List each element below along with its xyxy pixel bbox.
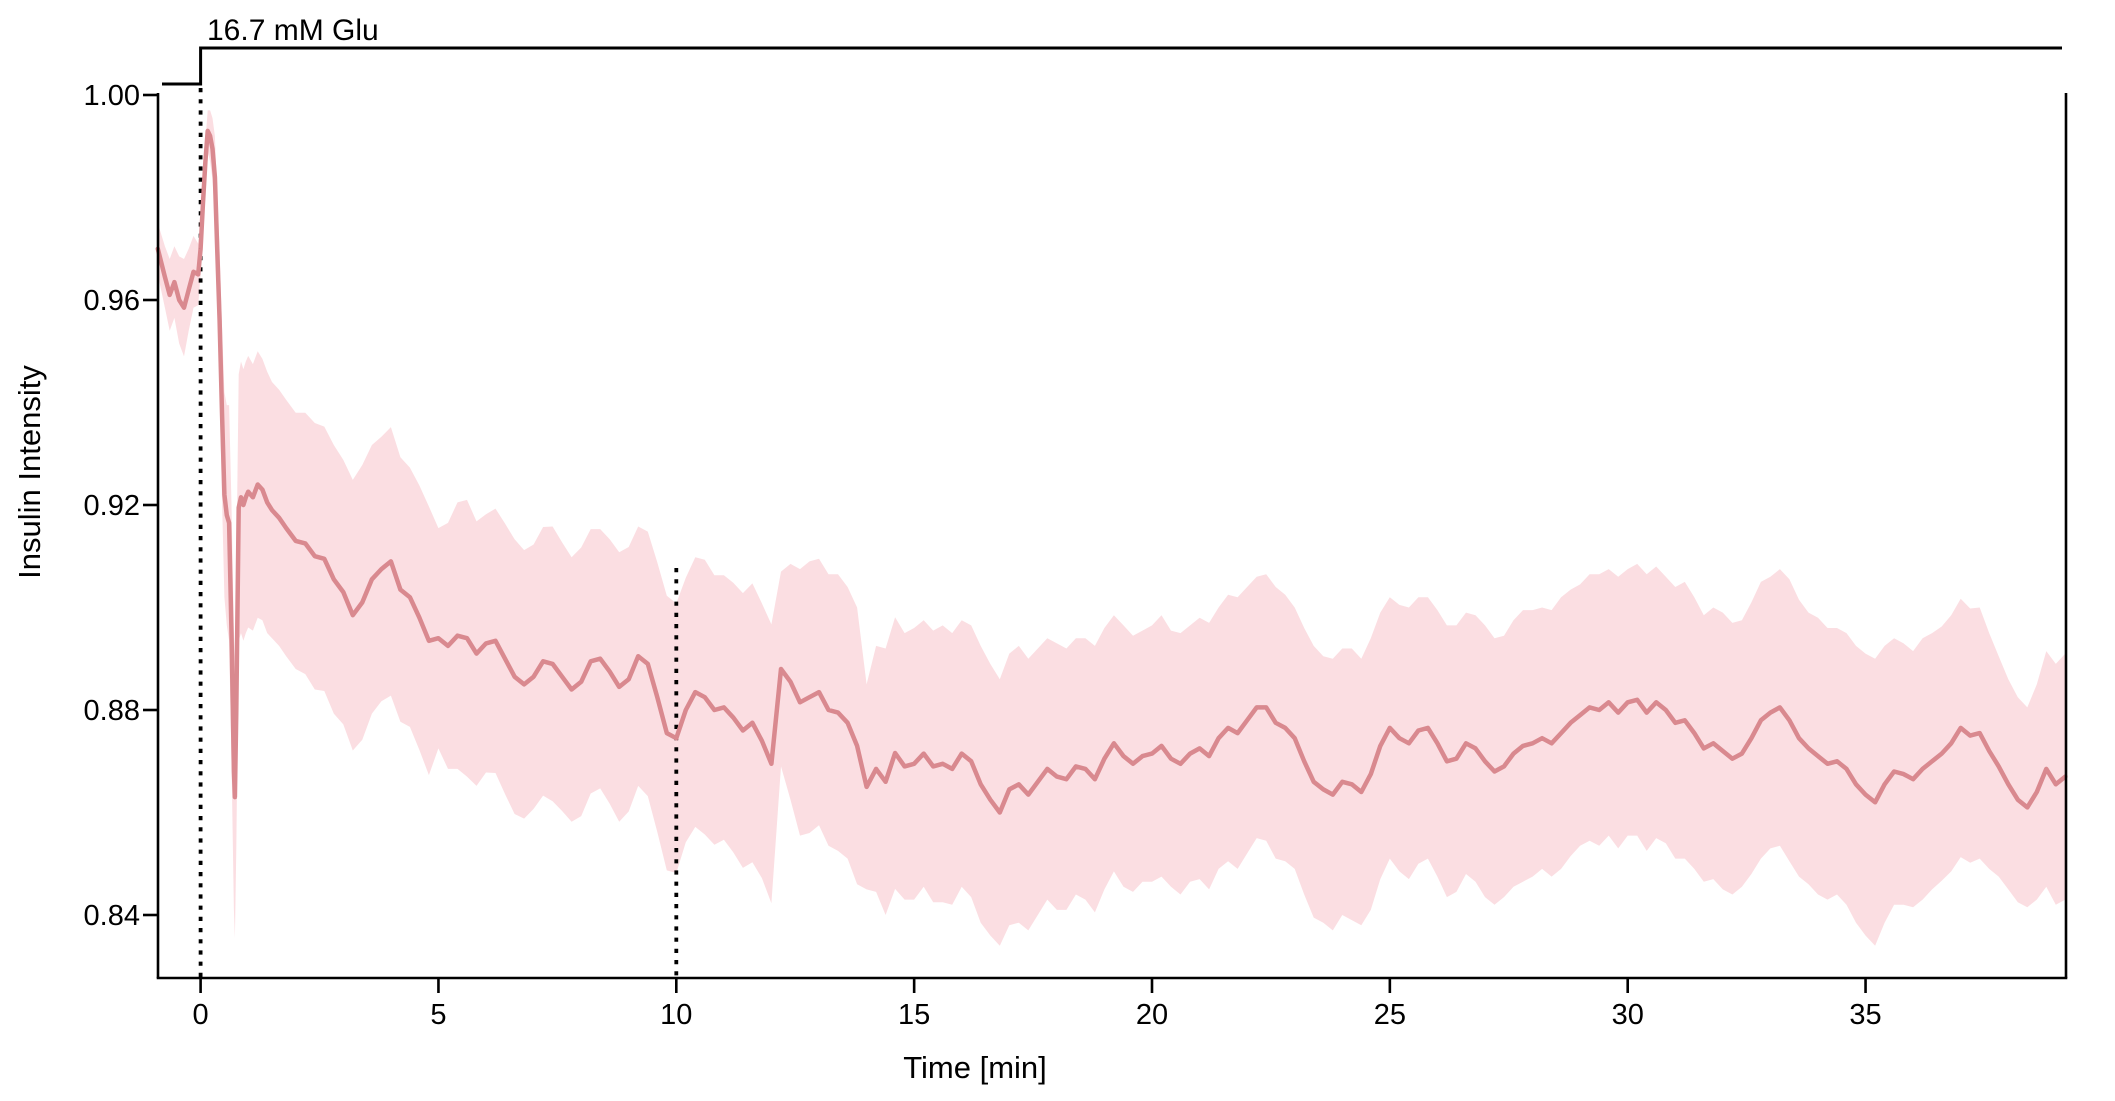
- x-tick-label: 30: [1612, 999, 1644, 1031]
- y-tick-label: 0.84: [84, 900, 140, 932]
- y-tick-label: 0.88: [84, 695, 140, 727]
- x-tick-label: 0: [193, 999, 209, 1031]
- x-axis-title: Time [min]: [903, 1050, 1047, 1085]
- confidence-band: [157, 110, 2066, 946]
- mean-line: [155, 128, 2068, 815]
- stimulus-label: 16.7 mM Glu: [207, 14, 379, 47]
- x-tick-label: 15: [898, 999, 930, 1031]
- y-tick-label: 1.00: [84, 80, 140, 112]
- x-tick-label: 5: [430, 999, 446, 1031]
- y-tick-label: 0.96: [84, 285, 140, 317]
- stimulus-bracket: [162, 46, 2062, 86]
- x-tick-label: 20: [1136, 999, 1168, 1031]
- x-tick-label: 10: [660, 999, 692, 1031]
- x-tick-label: 35: [1849, 999, 1881, 1031]
- y-axis-title: Insulin Intensity: [12, 365, 47, 579]
- x-tick-label: 25: [1374, 999, 1406, 1031]
- y-tick-label: 0.92: [84, 490, 140, 522]
